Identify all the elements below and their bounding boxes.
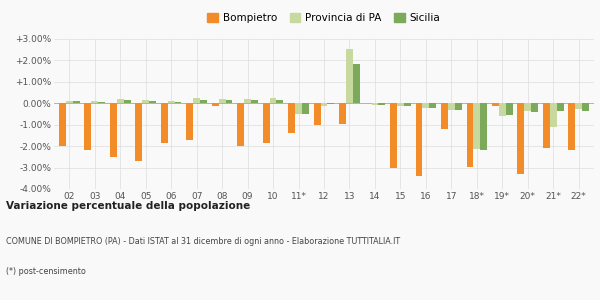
Bar xyxy=(320,103,328,106)
Text: COMUNE DI BOMPIETRO (PA) - Dati ISTAT al 31 dicembre di ogni anno - Elaborazione: COMUNE DI BOMPIETRO (PA) - Dati ISTAT al… xyxy=(6,237,400,246)
Bar xyxy=(404,103,411,106)
Bar xyxy=(85,103,91,150)
Bar xyxy=(193,98,200,103)
Bar xyxy=(295,103,302,114)
Bar xyxy=(455,103,461,110)
Text: (*) post-censimento: (*) post-censimento xyxy=(6,267,86,276)
Bar xyxy=(517,103,524,174)
Bar xyxy=(66,101,73,103)
Bar xyxy=(531,103,538,112)
Bar xyxy=(91,101,98,103)
Bar xyxy=(582,103,589,111)
Bar xyxy=(379,103,385,105)
Bar xyxy=(550,103,557,127)
Bar xyxy=(136,103,142,161)
Bar xyxy=(226,100,232,103)
Bar xyxy=(149,101,156,103)
Bar xyxy=(473,103,480,149)
Bar xyxy=(568,103,575,150)
Bar xyxy=(480,103,487,150)
Bar xyxy=(124,100,131,103)
Bar xyxy=(98,102,105,103)
Legend: Bompietro, Provincia di PA, Sicilia: Bompietro, Provincia di PA, Sicilia xyxy=(205,11,443,26)
Bar xyxy=(575,103,582,109)
Bar xyxy=(390,103,397,168)
Bar xyxy=(200,100,207,103)
Bar xyxy=(263,103,269,143)
Bar xyxy=(168,101,175,103)
Bar xyxy=(328,103,334,104)
Bar xyxy=(244,99,251,103)
Bar xyxy=(467,103,473,166)
Bar xyxy=(212,103,218,106)
Bar xyxy=(492,103,499,106)
Bar xyxy=(110,103,117,157)
Bar xyxy=(543,103,550,148)
Bar xyxy=(353,64,360,103)
Bar xyxy=(416,103,422,176)
Bar xyxy=(269,98,277,103)
Bar xyxy=(506,103,512,115)
Bar xyxy=(499,103,506,116)
Bar xyxy=(117,99,124,103)
Bar xyxy=(302,103,309,114)
Bar xyxy=(524,103,531,111)
Bar xyxy=(73,101,80,103)
Bar xyxy=(142,100,149,103)
Bar xyxy=(448,103,455,110)
Bar xyxy=(314,103,320,125)
Bar xyxy=(339,103,346,124)
Bar xyxy=(218,99,226,103)
Bar xyxy=(371,103,379,105)
Bar xyxy=(237,103,244,146)
Bar xyxy=(430,103,436,108)
Bar xyxy=(557,103,563,111)
Bar xyxy=(288,103,295,133)
Bar xyxy=(161,103,168,143)
Bar xyxy=(422,103,430,108)
Bar xyxy=(187,103,193,140)
Bar xyxy=(346,49,353,103)
Text: Variazione percentuale della popolazione: Variazione percentuale della popolazione xyxy=(6,201,250,211)
Bar xyxy=(175,102,181,103)
Bar xyxy=(59,103,66,146)
Bar xyxy=(251,100,258,103)
Bar xyxy=(277,100,283,103)
Bar xyxy=(441,103,448,129)
Bar xyxy=(397,103,404,106)
